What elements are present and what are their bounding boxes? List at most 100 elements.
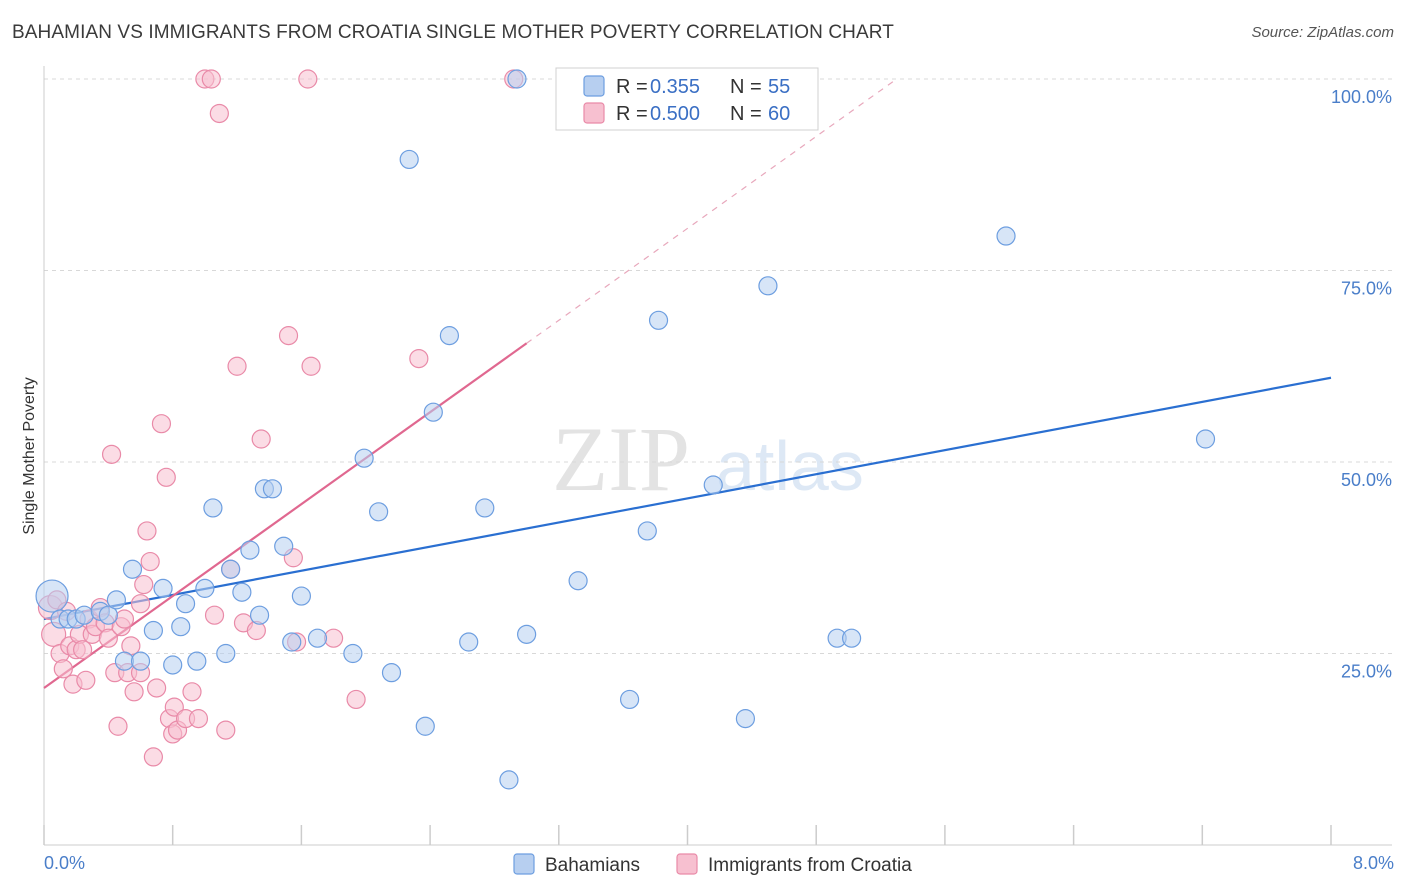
data-point-bahamians [399, 149, 419, 170]
legend-r-label-2: R = [616, 103, 648, 125]
data-point-croatia [151, 414, 172, 434]
data-point-bahamians [106, 590, 126, 610]
data-point-bahamians [153, 578, 173, 598]
data-point-bahamians [187, 651, 207, 671]
x-tick-label-min: 0.0% [44, 853, 85, 873]
data-point-croatia [114, 609, 135, 629]
legend-n-value-2: 60 [768, 103, 790, 125]
data-point-croatia [251, 429, 271, 449]
data-point-bahamians [343, 643, 363, 664]
data-point-bahamians [381, 663, 402, 683]
data-point-bahamians [369, 502, 389, 522]
data-point-bahamians [282, 632, 302, 652]
legend-n-label-2: N = [730, 103, 762, 125]
x-tick-label-max: 8.0% [1353, 853, 1394, 873]
data-point-croatia [216, 720, 236, 740]
data-point-bahamians [499, 770, 519, 790]
data-point-bahamians [568, 571, 588, 591]
watermark-zip: ZIP [552, 408, 690, 510]
data-point-croatia [98, 628, 118, 648]
data-point-bahamians [841, 628, 862, 648]
data-point-croatia [130, 594, 151, 614]
trendline-croatia-extension [526, 78, 897, 344]
data-point-bahamians [758, 276, 778, 296]
legend-bottom: Bahamians Immigrants from Croatia [513, 853, 912, 876]
data-point-bahamians [1195, 429, 1216, 449]
data-point-croatia [108, 716, 128, 736]
legend-n-label-1: N = [730, 76, 762, 98]
data-point-bahamians [232, 582, 252, 602]
legend-r-value-1: 0.355 [650, 76, 700, 98]
data-point-croatia [76, 670, 96, 690]
data-point-croatia [346, 689, 366, 710]
data-point-bahamians [619, 689, 640, 710]
data-point-bahamians [637, 521, 657, 541]
legend-top: R = 0.355 N = 55 R = 0.500 N = 60 [555, 67, 819, 131]
data-point-croatia [201, 69, 221, 89]
data-point-bahamians [517, 624, 537, 644]
data-point-croatia [147, 678, 167, 698]
data-point-bahamians [648, 310, 669, 330]
legend-swatch-croatia [583, 102, 605, 124]
data-point-croatia [182, 682, 202, 702]
data-point-bahamians [262, 479, 283, 499]
tick-labels: 25.0% 50.0% 75.0% 100.0% 0.0% 8.0% [44, 87, 1394, 873]
data-point-bahamians [274, 536, 294, 556]
data-point-bahamians [459, 632, 479, 652]
data-point-bahamians [439, 326, 460, 346]
data-point-bahamians [221, 559, 241, 579]
data-point-croatia [301, 356, 321, 376]
axes [43, 66, 1392, 846]
y-tick-label-100: 100.0% [1331, 87, 1392, 107]
data-point-bahamians [735, 709, 756, 729]
data-point-croatia [156, 467, 176, 487]
y-tick-label-75: 75.0% [1341, 279, 1392, 299]
y-axis-label: Single Mother Poverty [21, 377, 38, 534]
data-point-croatia [124, 682, 144, 702]
chart-source: Source: ZipAtlas.com [1251, 24, 1394, 41]
data-point-bahamians [114, 651, 135, 671]
data-point-croatia [409, 348, 429, 369]
data-point-croatia [53, 659, 73, 679]
series-croatia-points [37, 69, 524, 767]
data-point-croatia [278, 326, 299, 346]
data-point-bahamians [291, 586, 311, 606]
data-point-bahamians [143, 620, 163, 641]
data-point-bahamians [175, 594, 196, 614]
data-point-bahamians [703, 475, 723, 495]
data-point-bahamians [122, 559, 143, 579]
data-point-croatia [227, 356, 247, 376]
y-tick-label-50: 50.0% [1341, 470, 1392, 490]
legend-swatch-bahamians [583, 75, 605, 97]
data-point-bahamians [130, 651, 151, 671]
data-point-bahamians [240, 540, 260, 560]
data-point-bahamians [307, 628, 328, 648]
data-point-bahamians [423, 402, 443, 422]
data-point-bahamians [507, 69, 527, 89]
trendline-bahamians [43, 376, 1332, 621]
data-point-bahamians [996, 226, 1016, 246]
legend-n-value-1: 55 [768, 76, 790, 98]
data-point-bahamians [415, 716, 435, 736]
data-point-croatia [73, 640, 93, 660]
data-point-croatia [101, 444, 122, 464]
data-point-croatia [134, 574, 154, 595]
data-point-bahamians [35, 579, 69, 613]
legend-r-label-1: R = [616, 76, 648, 98]
data-point-bahamians [171, 617, 191, 637]
data-point-croatia [137, 521, 157, 541]
data-point-bahamians [475, 498, 495, 518]
bottom-legend-label-bahamians: Bahamians [545, 855, 640, 876]
bottom-legend-swatch-croatia [676, 853, 698, 875]
data-point-bahamians [195, 578, 215, 598]
data-point-croatia [204, 605, 225, 625]
grid-lines [44, 78, 1392, 654]
data-point-bahamians [249, 605, 270, 625]
watermark-atlas: atlas [716, 427, 864, 505]
data-point-croatia [298, 69, 318, 89]
y-tick-label-25: 25.0% [1341, 662, 1392, 682]
chart-title: BAHAMIAN VS IMMIGRANTS FROM CROATIA SING… [12, 22, 894, 43]
series-bahamians-points [35, 69, 1216, 790]
data-point-croatia [140, 551, 160, 572]
